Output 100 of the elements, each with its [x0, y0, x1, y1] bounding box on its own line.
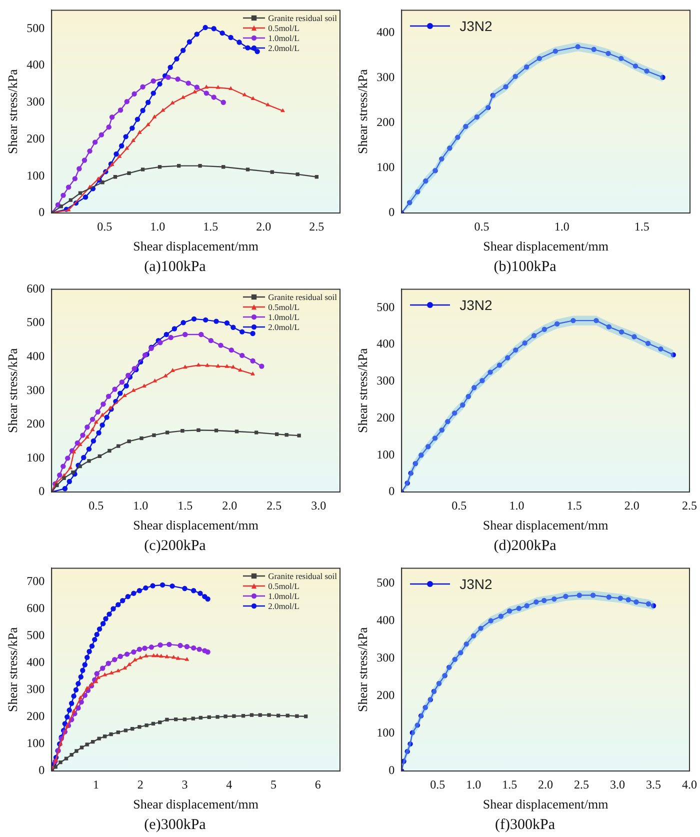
x-tick-label: 1.5: [178, 498, 193, 512]
legend-label: Granite residual soil: [268, 292, 337, 302]
y-tick-label: 200: [26, 416, 45, 431]
x-tick-label: 1.0: [150, 219, 166, 234]
y-tick-label: 0: [388, 763, 395, 778]
x-tick-label: 1: [92, 777, 99, 792]
y-tick-label: 300: [26, 382, 45, 397]
x-axis-title: Shear displacement/mm: [133, 518, 258, 533]
x-tick-label: 1.5: [634, 219, 650, 234]
y-tick-label: 200: [376, 410, 395, 424]
x-tick-label: 6: [314, 777, 321, 792]
text: (a)100kPa: [143, 258, 207, 277]
x-tick-label: 1.5: [203, 219, 218, 234]
y-tick-label: 100: [376, 447, 395, 462]
text: (e)300kPa: [143, 816, 207, 835]
x-tick-label: 1.0: [509, 498, 524, 512]
y-tick-label: 400: [376, 612, 395, 627]
y-tick-label: 0: [38, 484, 45, 498]
x-tick-label: 2.0: [538, 777, 554, 792]
legend-label: J3N2: [460, 576, 492, 592]
y-tick-label: 0: [388, 205, 395, 220]
legend-label: Granite residual soil: [268, 571, 337, 582]
legend-label: 2.0mol/L: [268, 43, 300, 54]
y-tick-label: 200: [26, 709, 45, 724]
y-tick-label: 400: [26, 58, 45, 72]
y-axis-title: Shear stress/kPa: [5, 348, 20, 434]
legend-label: 0.5mol/L: [268, 23, 300, 34]
y-tick-label: 500: [26, 20, 45, 35]
legend-label: J3N2: [460, 297, 492, 314]
x-tick-label: 1.0: [466, 777, 482, 792]
y-axis-title: Shear stress/kPa: [355, 348, 370, 434]
y-tick-label: 300: [376, 650, 395, 664]
y-tick-label: 200: [26, 131, 45, 146]
y-tick-label: 600: [26, 600, 45, 615]
y-tick-label: 400: [376, 336, 395, 351]
x-tick-label: 0.5: [97, 219, 112, 234]
x-tick-label: 3: [182, 777, 188, 792]
y-tick-label: 100: [26, 168, 45, 182]
y-tick-label: 300: [26, 94, 45, 109]
y-tick-label: 200: [376, 115, 395, 130]
x-tick-label: 2.0: [624, 498, 640, 512]
x-tick-label: 5: [270, 777, 276, 792]
x-axis-title: Shear displacement/mm: [483, 238, 608, 254]
legend-label: 2.0mol/L: [268, 601, 300, 612]
x-tick-label: 0.5: [430, 777, 446, 792]
x-axis-title: Shear displacement/mm: [133, 238, 258, 254]
y-tick-label: 500: [376, 300, 395, 314]
text: (f)300kPa: [494, 816, 556, 835]
x-tick-label: 0.5: [474, 219, 490, 234]
x-axis-title: Shear displacement/mm: [482, 796, 608, 812]
x-tick-label: 1.0: [554, 219, 570, 234]
x-tick-label: 1.0: [133, 498, 148, 512]
y-tick-label: 100: [26, 736, 45, 750]
y-axis-title: Shear stress/kPa: [5, 68, 20, 154]
text: (d)200kPa: [492, 537, 558, 556]
y-tick-label: 500: [26, 315, 45, 330]
x-tick-label: 2: [137, 777, 144, 792]
x-axis-title: Shear displacement/mm: [133, 796, 258, 812]
y-tick-label: 0: [38, 205, 45, 220]
y-tick-label: 0: [388, 484, 395, 498]
y-tick-label: 400: [26, 348, 45, 363]
x-tick-label: 2.0: [256, 219, 272, 234]
y-axis-title: Shear stress/kPa: [355, 68, 370, 154]
x-tick-label: 3.5: [646, 777, 662, 792]
x-tick-label: 0.5: [452, 498, 467, 512]
y-tick-label: 300: [376, 374, 395, 388]
x-tick-label: 2.5: [574, 777, 590, 792]
x-axis-title: Shear displacement/mm: [482, 518, 608, 533]
y-tick-label: 700: [26, 574, 45, 588]
x-tick-label: 1.5: [566, 498, 582, 512]
text: (b)100kPa: [492, 258, 558, 277]
y-tick-label: 500: [26, 628, 45, 642]
legend-label: 1.0mol/L: [268, 591, 300, 602]
x-tick-label: 0.5: [88, 498, 104, 512]
y-tick-label: 0: [38, 763, 45, 778]
y-tick-label: 300: [26, 682, 45, 696]
legend-label: 0.5mol/L: [268, 302, 300, 312]
x-tick-label: 2.5: [682, 498, 697, 512]
y-tick-label: 100: [376, 160, 395, 174]
y-tick-label: 600: [26, 281, 45, 296]
legend-label: 0.5mol/L: [268, 581, 300, 592]
y-tick-label: 100: [376, 726, 395, 740]
y-axis-title: Shear stress/kPa: [355, 626, 370, 712]
y-tick-label: 500: [376, 575, 395, 590]
y-tick-label: 400: [376, 24, 395, 39]
x-tick-label: 2.5: [266, 498, 282, 512]
x-tick-label: 4.0: [682, 777, 697, 792]
x-tick-label: 2.5: [309, 219, 324, 234]
text: (c)200kPa: [143, 537, 207, 556]
legend-label: 2.0mol/L: [268, 322, 300, 332]
x-tick-label: 2.0: [222, 498, 238, 512]
x-tick-label: 1.5: [502, 777, 518, 792]
x-tick-label: 3.0: [311, 498, 326, 512]
y-tick-label: 400: [26, 654, 45, 669]
x-tick-label: 4: [226, 777, 232, 792]
y-tick-label: 200: [376, 688, 395, 702]
legend-label: 1.0mol/L: [268, 33, 300, 44]
legend-label: 1.0mol/L: [268, 312, 300, 322]
y-tick-label: 300: [376, 70, 395, 84]
x-tick-label: 3.0: [610, 777, 626, 792]
